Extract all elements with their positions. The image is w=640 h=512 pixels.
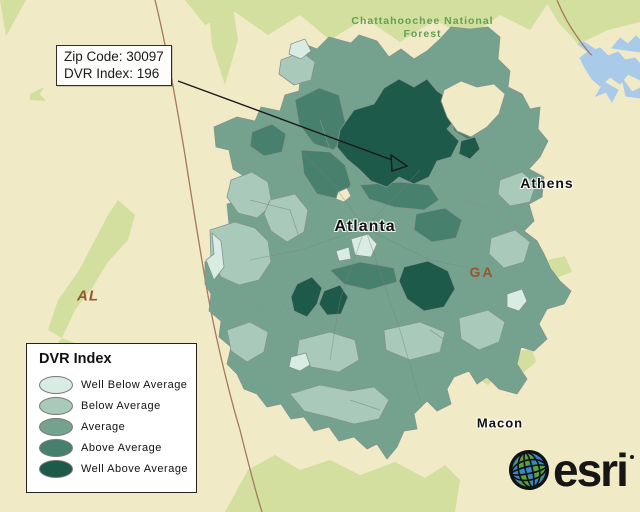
legend-label: Above Average [81,441,162,454]
label-national-forest: Chattahoochee National Forest [330,15,515,40]
city-label-atlanta: Atlanta [334,218,396,235]
label-forest-line2: Forest [403,27,442,40]
legend-item: Above Average [39,437,196,458]
state-label-al: AL [77,287,99,305]
callout-zip-line: Zip Code: 30097 [64,49,164,64]
arrowhead-icon [390,153,409,172]
legend-title: DVR Index [39,351,112,367]
legend-swatch-well-below [39,375,73,394]
legend-label: Well Above Average [81,462,189,475]
zip-30097-region[interactable] [336,78,460,188]
legend-label: Average [81,420,126,433]
esri-wordmark: esri [553,444,629,496]
esri-logo: esri [508,444,634,496]
legend-swatch-above [39,438,73,457]
trademark-dot [629,455,634,459]
legend-swatch-average [39,417,73,436]
state-label-ga: GA [469,264,495,280]
city-label-macon: Macon [476,415,524,431]
zip-region-average-base [204,26,572,460]
legend-swatch-well-above [39,459,73,478]
zip-boundary-lines [239,119,521,411]
legend-item: Well Below Average [39,374,196,395]
zip-regions-below-average [209,51,537,425]
legend-swatch-below [39,396,73,415]
legend-panel: DVR Index Well Below Average Below Avera… [26,343,197,493]
legend-label: Well Below Average [81,378,188,391]
esri-globe-icon [509,450,549,490]
legend-item: Well Above Average [39,458,196,479]
road-lines [249,149,481,401]
city-label-athens: Athens [520,175,574,191]
legend-item: Below Average [39,395,196,416]
legend-item: Average [39,416,196,437]
legend-label: Below Average [81,399,161,412]
zip-choropleth [204,26,572,460]
callout-dvr-line: DVR Index: 196 [64,66,160,81]
label-forest-line1: Chattahoochee National [351,15,494,27]
zip-regions-well-above-average [290,78,481,318]
zip-callout-box: Zip Code: 30097 DVR Index: 196 [56,45,172,86]
callout-arrow [177,80,409,172]
lake-water [576,35,640,104]
zip-regions-nodata [335,80,506,203]
zip-regions-well-below-average [205,38,528,372]
